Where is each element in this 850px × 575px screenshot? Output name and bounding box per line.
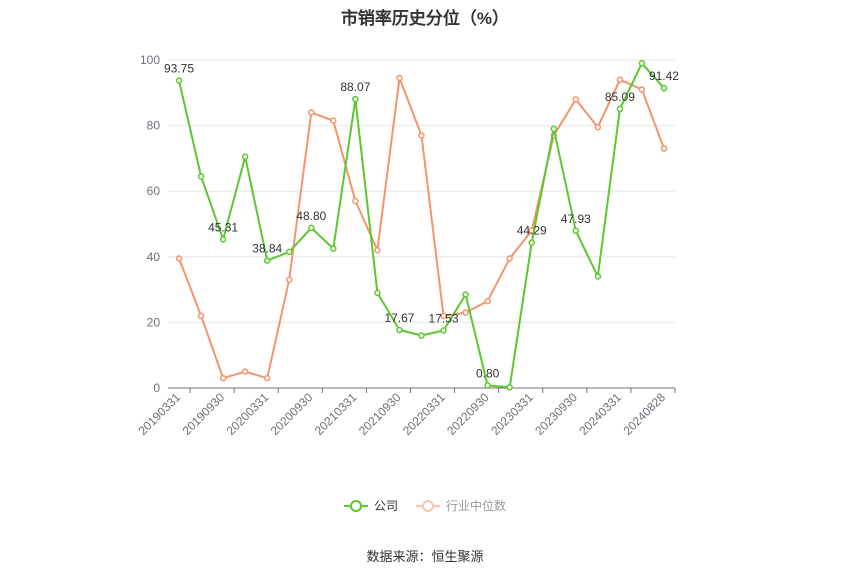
data-point xyxy=(352,197,359,205)
data-label: 91.42 xyxy=(649,69,679,83)
x-tick-label: 20210331 xyxy=(312,390,360,438)
data-label: 38.84 xyxy=(252,242,282,256)
data-point xyxy=(462,291,469,298)
legend-label-industry-median: 行业中位数 xyxy=(446,499,507,513)
legend: 公司 行业中位数 xyxy=(0,497,850,514)
y-tick-label: 0 xyxy=(153,381,160,395)
data-point xyxy=(352,95,359,103)
y-tick-label: 80 xyxy=(147,119,161,133)
data-point xyxy=(263,257,271,264)
data-point xyxy=(638,86,646,93)
data-point xyxy=(440,327,447,334)
series-layer xyxy=(175,60,668,391)
x-tick-label: 20210930 xyxy=(356,390,404,438)
data-label: 93.75 xyxy=(164,62,194,76)
x-tick-label: 20230331 xyxy=(488,390,536,438)
data-label: 88.07 xyxy=(340,80,370,94)
data-labels: 93.75 45.31 38.84 48.80 88.07 17.67 17.53 0.80 4… xyxy=(164,62,679,381)
data-point xyxy=(285,248,293,256)
data-point xyxy=(462,309,469,316)
data-point xyxy=(330,117,337,124)
x-tick-label: 20220331 xyxy=(400,390,448,438)
data-point xyxy=(374,289,381,297)
data-point xyxy=(506,255,513,262)
data-point xyxy=(241,368,249,375)
data-point xyxy=(506,384,513,391)
data-point xyxy=(241,153,249,161)
data-point xyxy=(616,105,624,113)
x-tick-label: 20200930 xyxy=(268,390,316,438)
y-tick-label: 20 xyxy=(147,315,161,329)
data-label: 85.09 xyxy=(605,90,635,104)
data-label: 0.80 xyxy=(476,366,500,380)
x-tick-label: 20190930 xyxy=(180,390,228,438)
legend-swatch-industry-median-icon xyxy=(416,499,440,513)
x-tick-label: 20200331 xyxy=(224,390,272,438)
data-point xyxy=(308,109,315,116)
x-tick-label: 20220930 xyxy=(444,390,492,438)
data-point xyxy=(263,374,271,382)
x-tick-label: 20230930 xyxy=(532,390,580,438)
data-point xyxy=(660,84,668,92)
axes: 0 20 40 60 80 100 2019033120190930202003312020… xyxy=(135,53,676,438)
data-label: 45.31 xyxy=(208,220,238,234)
data-label: 17.67 xyxy=(384,311,414,325)
data-point xyxy=(572,227,580,235)
data-point xyxy=(175,77,183,84)
x-tick-label: 20240331 xyxy=(576,390,624,438)
grid-lines xyxy=(168,59,675,323)
data-point xyxy=(285,276,293,284)
chart-title: 市销率历史分位（%） xyxy=(340,9,510,28)
data-point xyxy=(396,74,403,82)
data-point xyxy=(528,239,535,246)
data-label: 48.80 xyxy=(296,209,326,223)
data-point xyxy=(550,125,558,133)
data-point xyxy=(396,326,403,334)
x-tick-label: 20240828 xyxy=(620,390,668,438)
legend-swatch-company-icon xyxy=(343,499,368,513)
data-point xyxy=(418,132,425,139)
y-tick-label: 40 xyxy=(147,250,161,264)
data-point xyxy=(594,123,602,131)
data-point xyxy=(660,145,668,152)
y-tick-label: 100 xyxy=(140,53,160,67)
x-tick-label: 20190331 xyxy=(135,390,183,438)
data-point xyxy=(616,76,624,83)
data-point xyxy=(484,297,491,305)
legend-label-company: 公司 xyxy=(373,499,398,513)
data-point xyxy=(197,312,205,320)
data-point xyxy=(440,312,447,320)
data-point xyxy=(219,236,227,243)
data-label: 44.29 xyxy=(517,224,547,238)
data-point xyxy=(308,224,315,232)
data-label: 17.53 xyxy=(429,312,459,326)
legend-item-industry-median[interactable]: 行业中位数 xyxy=(416,497,506,514)
legend-item-company[interactable]: 公司 xyxy=(343,497,398,514)
data-point xyxy=(484,382,491,389)
data-point xyxy=(197,173,205,180)
data-point xyxy=(418,332,425,339)
source-note: 数据来源：恒生聚源 xyxy=(366,549,484,564)
data-point xyxy=(638,60,646,67)
data-label: 47.93 xyxy=(561,212,591,226)
data-point xyxy=(330,245,337,252)
data-point xyxy=(219,374,227,382)
data-point xyxy=(594,273,602,280)
data-point xyxy=(572,96,580,103)
data-point xyxy=(374,246,381,254)
data-point xyxy=(175,255,183,262)
y-tick-label: 60 xyxy=(147,184,161,198)
